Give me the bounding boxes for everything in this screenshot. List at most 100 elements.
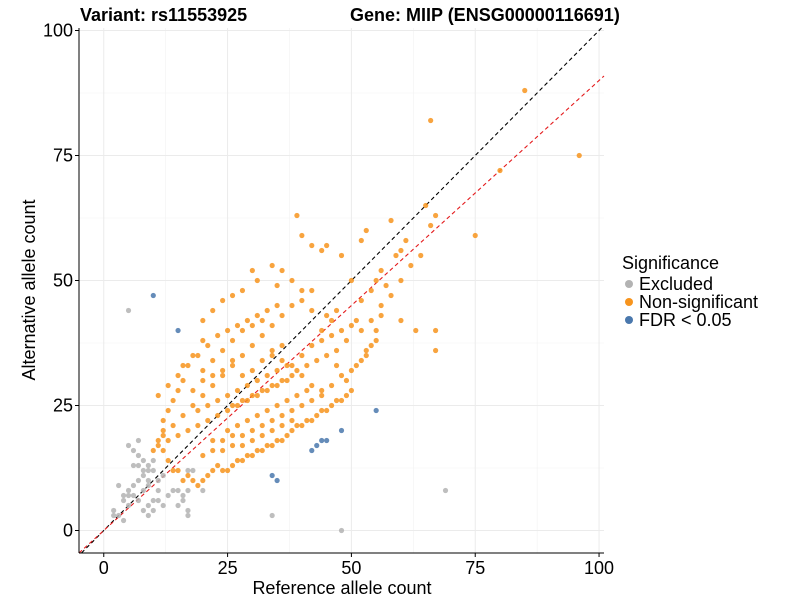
point-nonsig [269,347,275,354]
point-nonsig [576,152,582,159]
legend-key-fdr-dot [625,316,633,324]
point-nonsig [249,452,255,459]
point-nonsig [254,377,260,384]
point-nonsig [433,327,439,334]
point-nonsig [358,297,364,304]
point-nonsig [343,392,350,399]
point-nonsig [195,352,201,359]
point-excluded [155,487,161,494]
point-nonsig [185,362,191,369]
point-excluded [155,477,161,484]
point-nonsig [185,427,191,434]
x-tick-label: 25 [218,558,238,578]
point-nonsig [299,402,305,409]
point-excluded [116,512,122,519]
point-nonsig [264,372,270,379]
point-excluded [125,487,132,494]
point-excluded [150,457,156,464]
axes [78,28,604,554]
legend: Significance Excluded Non-significant FD… [622,253,758,330]
point-nonsig [309,307,315,314]
point-excluded [145,462,151,469]
point-nonsig [368,287,374,294]
point-nonsig [224,427,231,434]
point-nonsig [328,402,335,409]
point-nonsig [220,467,226,474]
point-excluded [120,497,127,504]
point-nonsig [274,382,280,389]
point-fdr [373,407,379,414]
point-nonsig [433,347,439,354]
point-nonsig [155,442,161,449]
point-nonsig [279,437,285,444]
point-nonsig [205,472,211,479]
point-nonsig [259,317,265,324]
point-nonsig [289,302,295,309]
x-axis-title: Reference allele count [252,578,431,598]
point-nonsig [180,362,186,369]
point-nonsig [215,462,221,469]
point-nonsig [229,432,236,439]
point-nonsig [428,222,434,229]
point-nonsig [358,327,364,334]
point-nonsig [294,392,300,399]
point-excluded [155,497,161,504]
chart-title-variant: Variant: rs11553925 [80,5,247,25]
point-nonsig [234,402,241,409]
point-nonsig [175,372,181,379]
point-nonsig [249,342,255,349]
point-excluded [125,502,132,509]
point-excluded [135,452,142,459]
legend-label-excluded: Excluded [639,273,714,294]
point-nonsig [249,437,255,444]
point-excluded [269,512,275,519]
point-nonsig [274,302,280,309]
point-nonsig [388,217,394,224]
point-excluded [140,487,146,494]
data-points [111,87,582,534]
point-nonsig [269,382,275,389]
point-excluded [135,462,142,469]
point-nonsig [210,357,216,364]
point-excluded [175,502,181,509]
point-nonsig [289,427,295,434]
point-nonsig [195,422,201,429]
point-nonsig [279,422,285,429]
point-fdr [269,472,275,479]
point-nonsig [170,397,176,404]
point-nonsig [497,167,503,174]
point-nonsig [363,227,369,234]
point-nonsig [224,467,231,474]
point-excluded [145,482,151,489]
point-nonsig [264,442,270,449]
point-nonsig [319,337,325,344]
point-excluded [145,502,151,509]
point-nonsig [373,337,379,344]
point-excluded [145,467,151,474]
point-excluded [185,487,191,494]
point-nonsig [388,292,394,299]
legend-item-excluded: Excluded [622,273,758,294]
point-nonsig [393,252,399,259]
point-excluded [111,507,117,514]
point-nonsig [160,447,166,454]
point-excluded [135,477,142,484]
point-nonsig [170,467,176,474]
point-nonsig [190,352,196,359]
legend-label-fdr: FDR < 0.05 [639,309,732,330]
point-excluded [190,467,196,474]
point-nonsig [254,412,260,419]
point-nonsig [289,372,295,379]
point-nonsig [324,242,330,249]
point-nonsig [319,407,325,414]
point-nonsig [284,432,290,439]
point-nonsig [224,407,231,414]
point-nonsig [403,237,409,244]
point-nonsig [160,432,166,439]
point-nonsig [294,422,300,429]
point-nonsig [215,412,221,419]
point-nonsig [200,377,206,384]
point-excluded [140,507,146,514]
point-excluded [130,447,137,454]
point-nonsig [289,417,295,424]
